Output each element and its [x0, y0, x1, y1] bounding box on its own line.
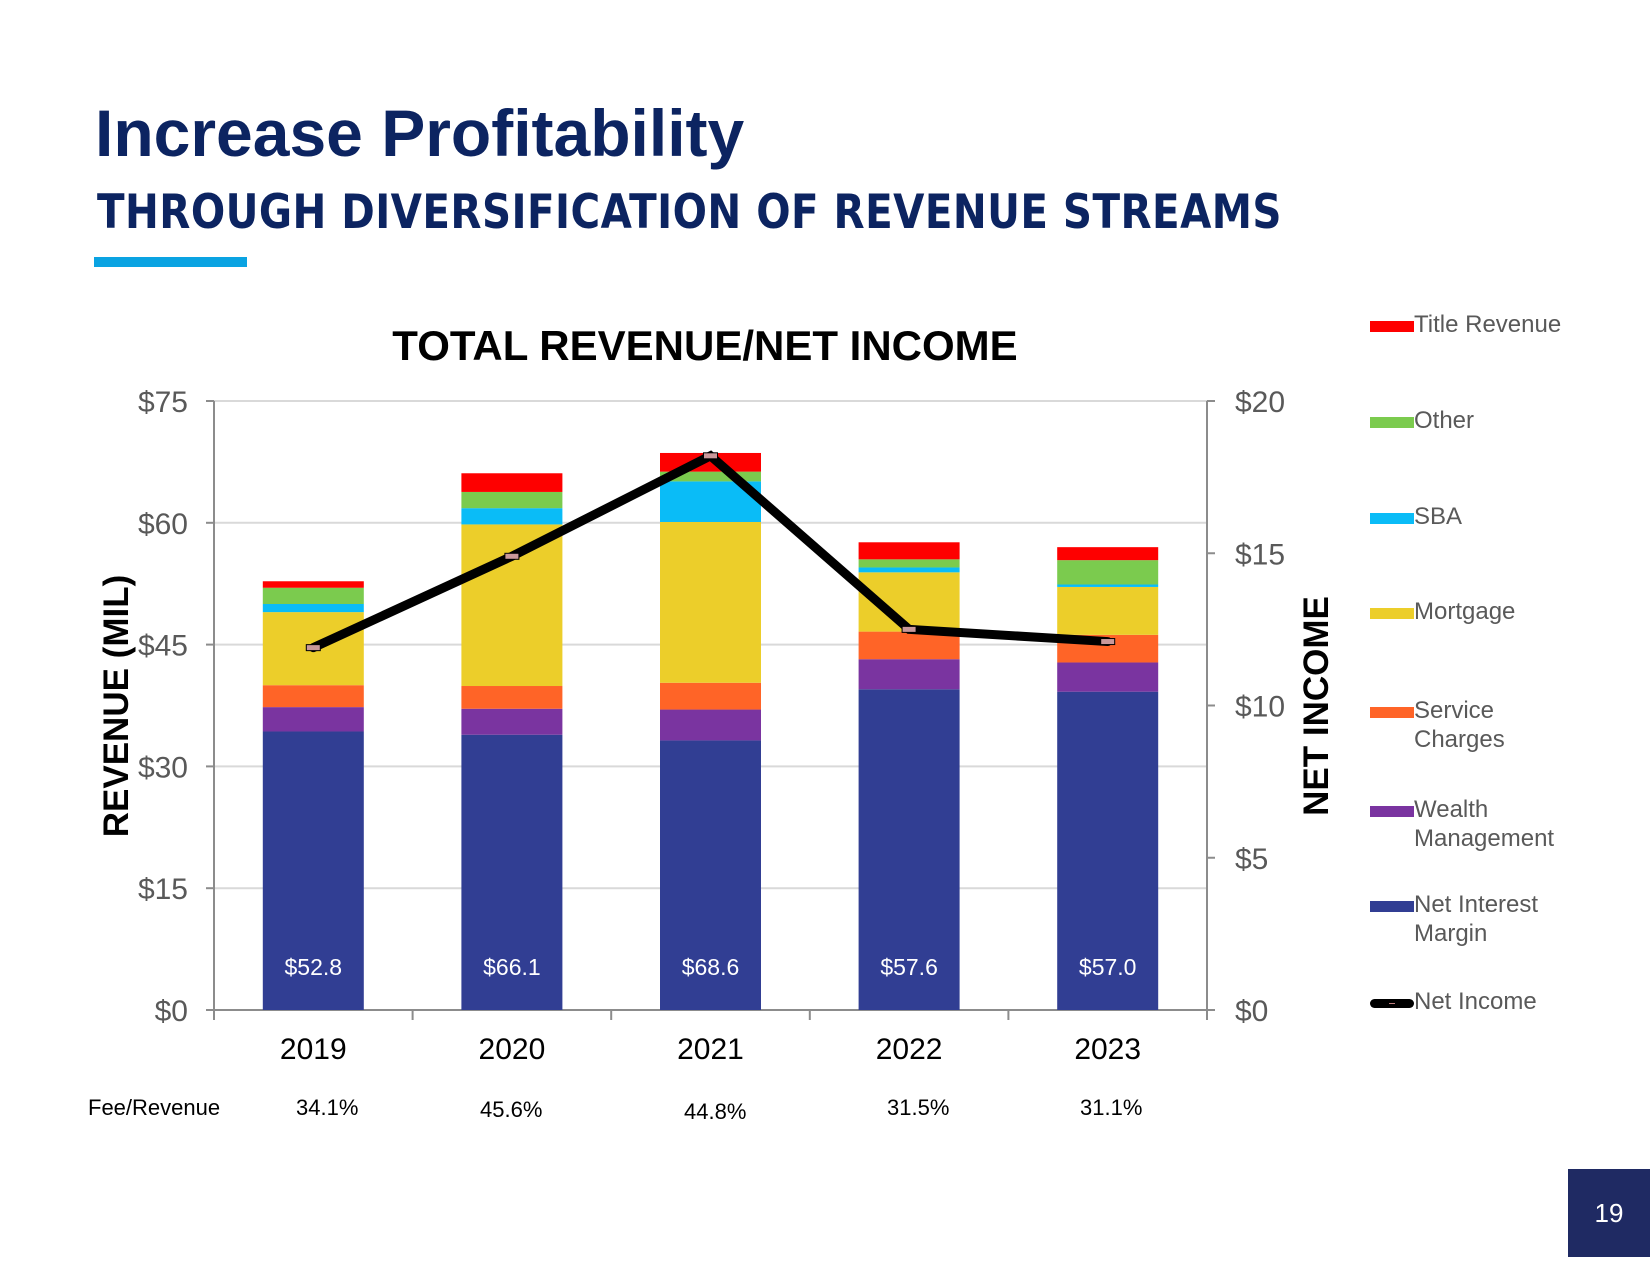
- legend-swatch: [1370, 513, 1414, 524]
- net-income-marker: [901, 625, 917, 633]
- bar-segment-net-interest-margin: [858, 689, 960, 1010]
- bar-segment-wealth-management: [461, 708, 563, 735]
- bar-segment-service-charges: [660, 682, 761, 710]
- y-tick-label: $45: [138, 630, 188, 663]
- legend-swatch: [1370, 417, 1414, 428]
- y-tick-label: $60: [138, 508, 188, 541]
- bar-segment-wealth-management: [858, 659, 960, 690]
- bar-segment-title-revenue: [1057, 547, 1159, 561]
- legend-item-mortgage: Mortgage: [1370, 597, 1594, 626]
- net-income-marker: [1100, 638, 1116, 646]
- bar-segment-title-revenue: [858, 542, 960, 560]
- legend-label: Mortgage: [1414, 598, 1516, 625]
- legend-swatch: [1370, 901, 1414, 912]
- y2-tick-label: $5: [1235, 843, 1268, 876]
- bar-segment-wealth-management: [1057, 662, 1159, 692]
- net-income-marker: [305, 644, 321, 652]
- bar-segment-other: [1057, 560, 1159, 585]
- net-income-marker: [703, 452, 718, 460]
- bar-segment-mortgage: [461, 524, 563, 687]
- bar-segment-other: [262, 587, 364, 604]
- legend-item-service-charges: Service Charges: [1370, 696, 1594, 754]
- bar-segment-title-revenue: [262, 581, 364, 588]
- bar-segment-service-charges: [461, 686, 563, 709]
- page-number: 19: [1568, 1169, 1650, 1257]
- accent-divider: [94, 257, 247, 267]
- bar-segment-service-charges: [858, 631, 960, 660]
- legend-label: Net Interest Margin: [1414, 891, 1539, 947]
- legend-label: Wealth Management: [1414, 796, 1555, 852]
- x-tick-label: 2022: [876, 1033, 943, 1066]
- legend-swatch: [1370, 321, 1414, 332]
- bar-segment-mortgage: [1057, 586, 1159, 635]
- y-tick-label: $75: [138, 386, 188, 419]
- fee-revenue-value: 31.5%: [887, 1095, 950, 1120]
- legend-item-wealth-management: Wealth Management: [1370, 795, 1594, 853]
- bar-segment-other: [461, 491, 563, 509]
- bar-total-label: $66.1: [483, 954, 541, 980]
- fee-revenue-value: 44.8%: [684, 1099, 747, 1124]
- slide-title: Increase Profitability: [95, 96, 745, 170]
- chart-title: TOTAL REVENUE/NET INCOME: [392, 322, 1018, 369]
- bar-segment-net-interest-margin: [1057, 691, 1159, 1010]
- y-axis-title: REVENUE (MIL): [97, 575, 136, 838]
- bar-segment-sba: [262, 604, 364, 613]
- fee-revenue-value: 31.1%: [1080, 1095, 1143, 1120]
- legend-item-sba: SBA: [1370, 502, 1594, 531]
- bar-segment-sba: [461, 508, 563, 525]
- bar-segment-sba: [858, 567, 960, 573]
- y2-axis-title: NET INCOME: [1297, 596, 1336, 816]
- legend-item-net-interest-margin: Net Interest Margin: [1370, 890, 1594, 948]
- legend-swatch: [1370, 806, 1414, 817]
- y2-tick-label: $20: [1235, 386, 1285, 419]
- x-tick-label: 2023: [1074, 1033, 1141, 1066]
- bar-total-label: $68.6: [682, 954, 740, 980]
- y2-tick-label: $15: [1235, 538, 1285, 571]
- fee-revenue-value: 45.6%: [480, 1097, 543, 1122]
- legend-label: Title Revenue: [1414, 311, 1562, 338]
- x-tick-label: 2019: [280, 1033, 347, 1066]
- bar-segment-mortgage: [660, 521, 761, 683]
- bar-total-label: $57.0: [1079, 954, 1137, 980]
- net-income-marker: [504, 552, 520, 560]
- legend-swatch: [1370, 707, 1414, 718]
- y-tick-label: $30: [138, 751, 188, 784]
- legend-item-net-income: Net Income: [1370, 987, 1594, 1016]
- legend-label: Service Charges: [1414, 697, 1505, 753]
- y2-tick-label: $0: [1235, 995, 1268, 1028]
- x-tick-label: 2020: [479, 1033, 546, 1066]
- y2-tick-label: $10: [1235, 691, 1285, 724]
- bar-segment-other: [858, 559, 960, 568]
- slide-subtitle: THROUGH DIVERSIFICATION OF REVENUE STREA…: [97, 185, 1282, 240]
- bar-segment-sba: [1057, 584, 1159, 587]
- bar-total-label: $57.6: [880, 954, 938, 980]
- legend-label: Other: [1414, 407, 1475, 434]
- bar-total-label: $52.8: [285, 954, 343, 980]
- legend-item-other: Other: [1370, 406, 1594, 435]
- fee-revenue-value: 34.1%: [296, 1095, 359, 1120]
- legend-label: Net Income: [1414, 988, 1537, 1015]
- bar-segment-service-charges: [262, 685, 364, 708]
- bar-segment-title-revenue: [461, 473, 563, 492]
- legend-swatch: [1370, 608, 1414, 619]
- bar-segment-wealth-management: [660, 709, 761, 741]
- bar-segment-wealth-management: [262, 707, 364, 732]
- bar-segment-net-interest-margin: [660, 740, 761, 1010]
- legend-item-title-revenue: Title Revenue: [1370, 310, 1594, 339]
- fee-revenue-label: Fee/Revenue: [88, 1095, 221, 1120]
- y-tick-label: $0: [155, 995, 188, 1028]
- bar-segment-net-interest-margin: [461, 734, 563, 1010]
- bar-segment-other: [660, 471, 761, 482]
- bar-segment-net-interest-margin: [262, 731, 364, 1010]
- legend-line-marker: [1370, 999, 1414, 1008]
- legend-label: SBA: [1414, 503, 1463, 530]
- x-tick-label: 2021: [677, 1033, 744, 1066]
- y-tick-label: $15: [138, 873, 188, 906]
